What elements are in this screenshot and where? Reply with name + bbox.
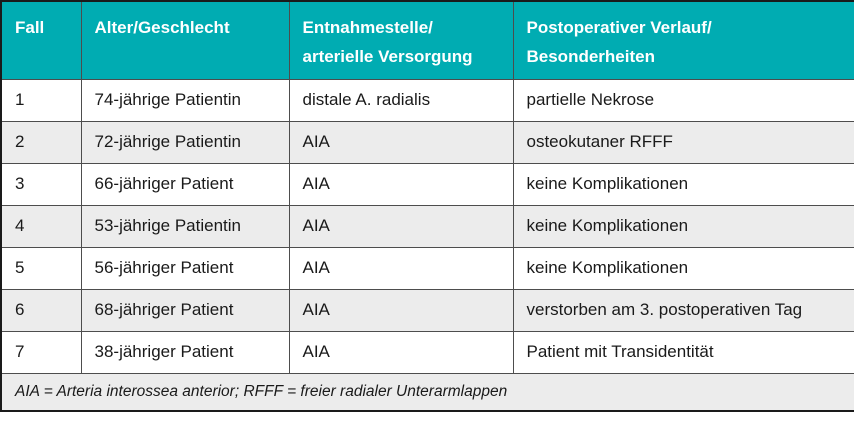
cell-verlauf: osteokutaner RFFF <box>512 120 854 164</box>
cell-entnahme: AIA <box>288 204 514 248</box>
cell-entnahme: AIA <box>288 162 514 206</box>
footnote-text: AIA = Arteria interossea anterior; RFFF … <box>0 372 854 412</box>
table-footer: AIA = Arteria interossea anterior; RFFF … <box>0 372 854 412</box>
table-row: 1 74-jährige Patientin distale A. radial… <box>0 78 854 122</box>
header-entnahmestelle-line1: Entnahmestelle/ <box>302 18 433 37</box>
cell-alter: 66-jähriger Patient <box>80 162 290 206</box>
cell-alter: 72-jährige Patientin <box>80 120 290 164</box>
header-alter-geschlecht: Alter/Geschlecht <box>80 0 290 80</box>
table-row: 4 53-jährige Patientin AIA keine Komplik… <box>0 204 854 248</box>
table-row: 2 72-jährige Patientin AIA osteokutaner … <box>0 120 854 164</box>
header-entnahmestelle: Entnahmestelle/ arterielle Versorgung <box>288 0 514 80</box>
cell-fall: 4 <box>0 204 82 248</box>
cell-fall: 7 <box>0 330 82 374</box>
table-header: Fall Alter/Geschlecht Entnahmestelle/ ar… <box>0 0 854 80</box>
cell-verlauf: keine Komplikationen <box>512 162 854 206</box>
cell-entnahme: AIA <box>288 120 514 164</box>
cell-fall: 2 <box>0 120 82 164</box>
header-postoperativer-verlauf: Postoperativer Verlauf/ Besonderheiten <box>512 0 854 80</box>
header-fall: Fall <box>0 0 82 80</box>
cell-verlauf: Patient mit Transidentität <box>512 330 854 374</box>
cell-alter: 68-jähriger Patient <box>80 288 290 332</box>
table-row: 7 38-jähriger Patient AIA Patient mit Tr… <box>0 330 854 374</box>
cell-verlauf: partielle Nekrose <box>512 78 854 122</box>
cell-alter: 38-jähriger Patient <box>80 330 290 374</box>
table-row: 6 68-jähriger Patient AIA verstorben am … <box>0 288 854 332</box>
table-body: 1 74-jährige Patientin distale A. radial… <box>0 78 854 374</box>
header-entnahmestelle-line2: arterielle Versorgung <box>302 47 473 66</box>
header-verlauf-line1: Postoperativer Verlauf/ <box>526 18 712 37</box>
cell-fall: 1 <box>0 78 82 122</box>
cell-verlauf: keine Komplikationen <box>512 204 854 248</box>
header-fall-label: Fall <box>15 18 45 37</box>
cell-entnahme: AIA <box>288 330 514 374</box>
cell-entnahme: distale A. radialis <box>288 78 514 122</box>
cell-alter: 74-jährige Patientin <box>80 78 290 122</box>
cell-verlauf: keine Komplikationen <box>512 246 854 290</box>
table-row: 5 56-jähriger Patient AIA keine Komplika… <box>0 246 854 290</box>
cell-fall: 5 <box>0 246 82 290</box>
cell-verlauf: verstorben am 3. postoperativen Tag <box>512 288 854 332</box>
header-alter-geschlecht-label: Alter/Geschlecht <box>94 18 230 37</box>
cell-alter: 56-jähriger Patient <box>80 246 290 290</box>
cell-fall: 3 <box>0 162 82 206</box>
cell-entnahme: AIA <box>288 246 514 290</box>
header-row: Fall Alter/Geschlecht Entnahmestelle/ ar… <box>0 0 854 80</box>
table-row: 3 66-jähriger Patient AIA keine Komplika… <box>0 162 854 206</box>
footnote-row: AIA = Arteria interossea anterior; RFFF … <box>0 372 854 412</box>
cell-entnahme: AIA <box>288 288 514 332</box>
cell-fall: 6 <box>0 288 82 332</box>
case-table: Fall Alter/Geschlecht Entnahmestelle/ ar… <box>0 0 854 412</box>
header-verlauf-line2: Besonderheiten <box>526 47 655 66</box>
cell-alter: 53-jährige Patientin <box>80 204 290 248</box>
